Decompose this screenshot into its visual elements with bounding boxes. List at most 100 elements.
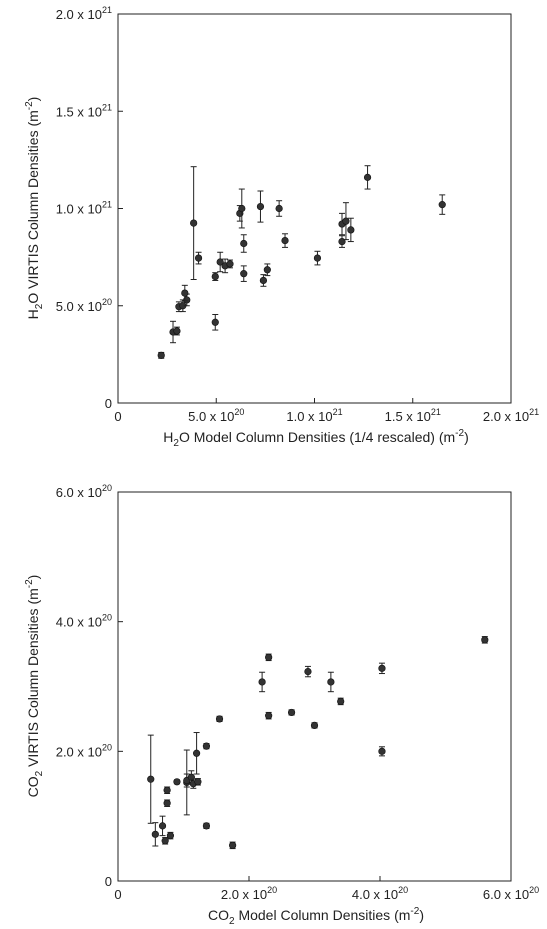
h2o-data-point xyxy=(438,194,446,215)
h2o-data-point xyxy=(338,235,346,248)
co2-data-point xyxy=(163,799,171,807)
co2-data-point xyxy=(202,822,211,830)
h2o-data-point xyxy=(259,274,268,287)
h2o-x-ticks: 0 5.0 x 1020 1.0 x 1021 1.5 x 1021 2.0 x 102… xyxy=(114,398,539,424)
co2-marker xyxy=(166,832,174,840)
co2-data-point xyxy=(304,665,312,678)
h2o-scatter-chart: 0 5.0 x 1020 1.0 x 1021 1.5 x 1021 2.0 x 102… xyxy=(24,5,539,449)
co2-data-point xyxy=(166,831,174,840)
co2-x-axis-label: CO2 Model Column Densities (m-2) xyxy=(208,906,424,927)
co2-data-point xyxy=(378,746,386,757)
co2-marker xyxy=(147,775,155,783)
co2-data-point xyxy=(378,662,386,675)
h2o-data-point xyxy=(157,351,165,359)
co2-marker xyxy=(265,712,273,720)
co2-y-tick-label: 6.0 x 1020 xyxy=(56,483,112,500)
h2o-plot-frame xyxy=(117,13,512,404)
h2o-data-point xyxy=(240,234,248,253)
co2-marker xyxy=(194,778,202,786)
h2o-x-tick-label: 5.0 x 1020 xyxy=(188,407,244,424)
h2o-marker xyxy=(181,289,189,297)
h2o-marker xyxy=(313,254,322,262)
co2-data-point xyxy=(158,815,167,837)
h2o-data-point xyxy=(275,200,283,217)
h2o-x-axis-label: H2O Model Column Densities (1/4 rescaled… xyxy=(163,428,468,449)
h2o-marker xyxy=(281,236,289,245)
co2-data-point xyxy=(147,734,155,824)
h2o-y-ticks: 0 5.0 x 1020 1.0 x 1021 1.5 x 1021 2.0 x 102… xyxy=(56,5,123,411)
h2o-x-tick-label: 2.0 x 1021 xyxy=(483,407,539,424)
h2o-data-point xyxy=(256,190,265,223)
h2o-marker xyxy=(363,173,372,181)
co2-marker xyxy=(258,678,266,686)
h2o-y-axis-label: H2O VIRTIS Column Densities (m-2) xyxy=(24,97,45,320)
h2o-y-tick-label: 0 xyxy=(105,396,112,411)
h2o-marker xyxy=(211,272,219,281)
co2-y-ticks: 0 2.0 x 1020 4.0 x 1020 6.0 x 1020 xyxy=(56,483,123,889)
h2o-data-points xyxy=(157,165,446,359)
co2-y-axis-label: CO2 VIRTIS Column Densities (m-2) xyxy=(24,575,45,798)
h2o-marker xyxy=(438,201,446,209)
co2-data-point xyxy=(287,708,296,717)
h2o-data-point xyxy=(238,188,246,229)
co2-data-point xyxy=(310,721,319,730)
co2-marker xyxy=(378,747,386,755)
co2-marker xyxy=(229,841,237,849)
h2o-data-point xyxy=(342,202,350,241)
co2-scatter-chart: 0 2.0 x 1020 4.0 x 1020 6.0 x 1020 0 2.0 x 1… xyxy=(24,483,539,927)
h2o-marker xyxy=(259,276,268,285)
co2-y-tick-label: 2.0 x 1020 xyxy=(56,742,112,759)
co2-data-point xyxy=(161,837,169,845)
h2o-data-point xyxy=(263,263,271,277)
h2o-marker xyxy=(238,204,246,213)
co2-x-tick-label: 4.0 x 1020 xyxy=(352,885,408,902)
h2o-y-tick-label: 1.0 x 1021 xyxy=(56,200,112,217)
co2-data-point xyxy=(163,786,171,794)
h2o-data-point xyxy=(173,326,181,336)
co2-data-point xyxy=(481,636,489,644)
co2-marker xyxy=(481,636,489,644)
h2o-data-point xyxy=(226,259,234,269)
co2-data-point xyxy=(229,841,237,850)
h2o-data-point xyxy=(281,233,289,248)
co2-x-tick-label: 0 xyxy=(114,887,121,902)
co2-marker xyxy=(161,837,169,845)
h2o-x-tick-label: 0 xyxy=(114,409,121,424)
co2-x-ticks: 0 2.0 x 1020 4.0 x 1020 6.0 x 1020 xyxy=(114,876,539,902)
co2-data-point xyxy=(173,778,181,786)
co2-x-tick-label: 6.0 x 1020 xyxy=(483,885,539,902)
h2o-x-tick-label: 1.5 x 1021 xyxy=(385,407,441,424)
h2o-x-tick-label: 1.0 x 1021 xyxy=(286,407,342,424)
h2o-data-point xyxy=(363,165,372,190)
h2o-data-point xyxy=(181,284,189,302)
h2o-data-point xyxy=(179,299,187,313)
h2o-data-point xyxy=(240,265,248,282)
co2-marker xyxy=(265,653,273,661)
co2-marker xyxy=(202,822,211,830)
h2o-data-point xyxy=(194,251,203,265)
h2o-marker xyxy=(226,260,234,268)
co2-marker xyxy=(202,742,211,750)
h2o-marker xyxy=(256,202,265,211)
co2-marker xyxy=(158,822,167,830)
co2-data-point xyxy=(337,697,345,706)
co2-y-tick-label: 4.0 x 1020 xyxy=(56,613,112,630)
co2-data-point xyxy=(215,715,224,723)
co2-data-point xyxy=(265,653,273,662)
h2o-marker xyxy=(347,226,355,234)
h2o-data-point xyxy=(347,217,355,243)
h2o-data-point xyxy=(313,250,322,266)
co2-plot-frame xyxy=(117,491,512,882)
h2o-marker xyxy=(240,239,248,248)
co2-data-point xyxy=(151,822,159,847)
h2o-marker xyxy=(190,219,198,227)
h2o-marker xyxy=(342,217,350,225)
h2o-data-point xyxy=(216,251,224,273)
co2-marker xyxy=(163,786,171,794)
co2-data-point xyxy=(265,711,273,720)
co2-x-tick-label: 2.0 x 1020 xyxy=(221,885,277,902)
co2-marker xyxy=(327,678,335,686)
co2-marker xyxy=(173,778,181,786)
co2-y-tick-label: 0 xyxy=(105,874,112,889)
